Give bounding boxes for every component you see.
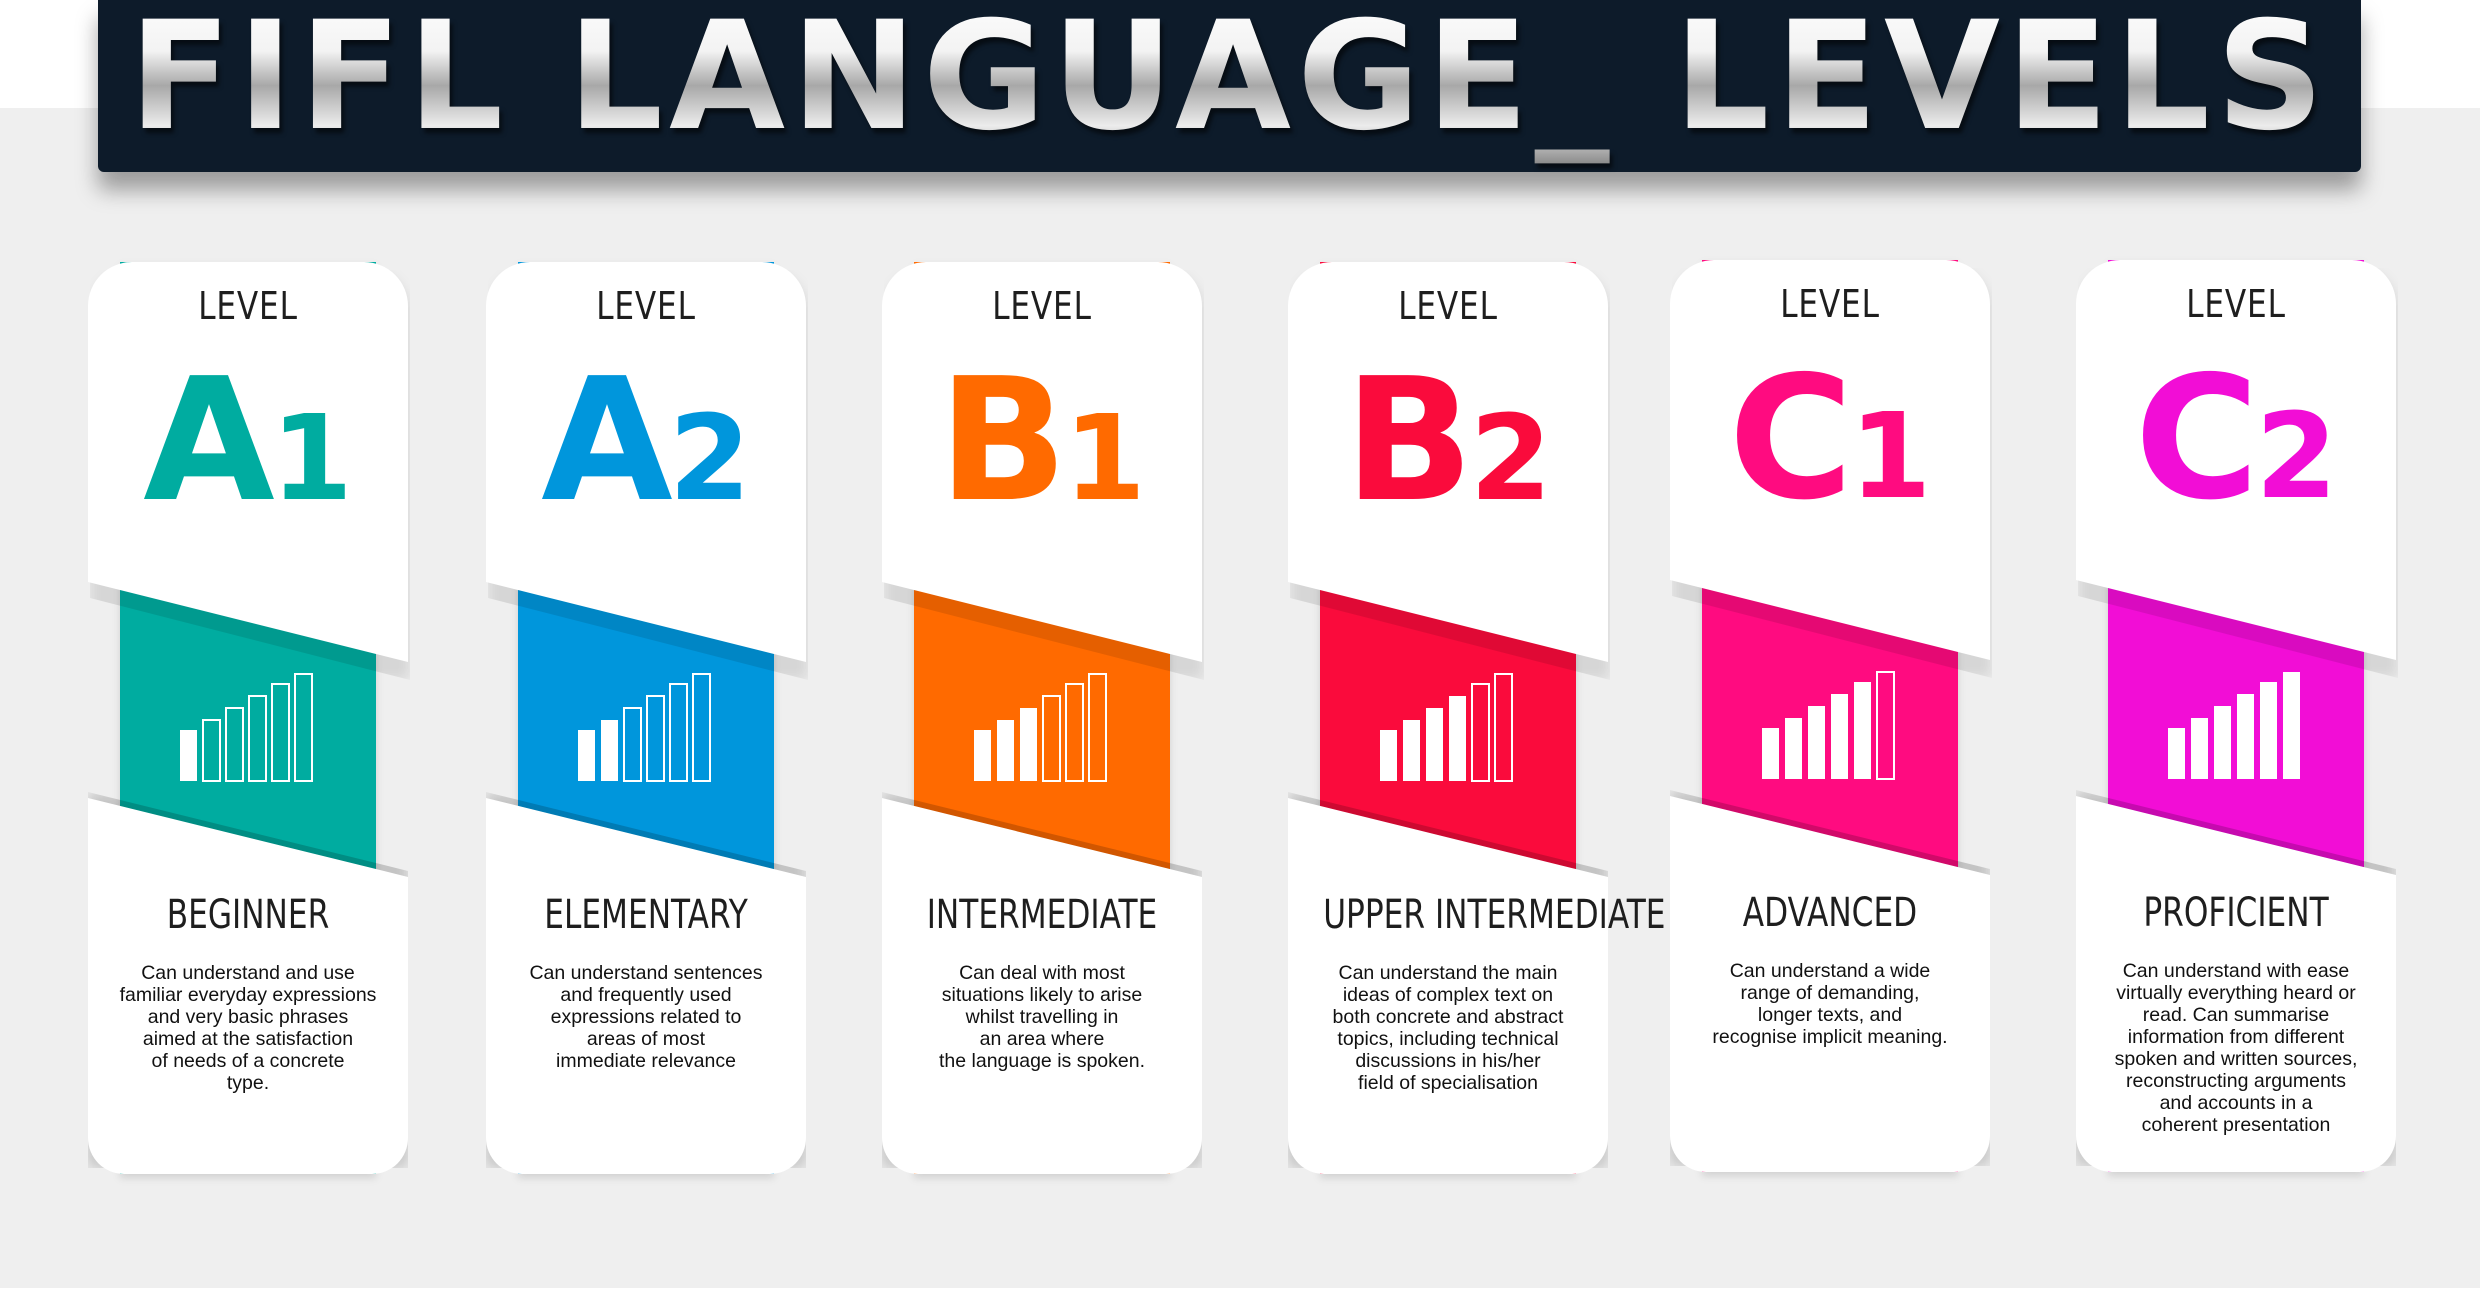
level-description: Can understand and use familiar everyday… (119, 962, 377, 1094)
bar-icon-bar (225, 707, 244, 782)
level-label: LEVEL (198, 284, 298, 328)
bar-icon-bar (2283, 672, 2300, 779)
bar-chart-icon (180, 673, 313, 782)
bar-icon-bar (1042, 695, 1061, 782)
bar-chart-icon (578, 673, 711, 782)
level-card-a1: LEVEL A1 BEGINNER Can understand and use… (88, 262, 410, 1174)
bar-icon-bar (1088, 673, 1107, 782)
bar-icon-bar (2191, 718, 2208, 779)
bar-icon-bar (2237, 694, 2254, 779)
level-label: LEVEL (2186, 282, 2286, 326)
bar-icon-bar (1065, 683, 1084, 782)
bar-icon-bar (271, 683, 290, 782)
bar-icon-bar (2168, 728, 2185, 779)
level-number: 1 (1849, 387, 1932, 525)
level-letter: C (2134, 340, 2260, 538)
bar-icon-bar (1831, 694, 1848, 779)
page-title: FIFL LANGUAGE_ LEVELS (129, 0, 2330, 164)
bar-chart-icon (1380, 673, 1513, 782)
card-top-panel (1288, 262, 1608, 662)
level-card-b2: LEVEL B2 UPPER INTERMEDIATE Can understa… (1288, 262, 1666, 1174)
bar-icon-bar (1380, 730, 1397, 781)
bar-icon-bar (1876, 671, 1895, 780)
level-letter: B (938, 342, 1068, 540)
bar-icon-bar (2260, 682, 2277, 779)
bar-icon-bar (623, 707, 642, 782)
bar-icon-bar (1762, 728, 1779, 779)
level-description: Can understand the main ideas of complex… (1332, 962, 1564, 1094)
bar-icon-bar (180, 730, 197, 781)
bar-chart-icon (974, 673, 1107, 782)
level-name: BEGINNER (166, 892, 330, 938)
bar-icon-bar (202, 719, 221, 782)
bar-chart-icon (2168, 672, 2300, 779)
bar-icon-bar (1785, 718, 1802, 779)
level-description: Can deal with most situations likely to … (939, 962, 1145, 1072)
card-top-panel (2076, 260, 2396, 660)
title-banner: FIFL LANGUAGE_ LEVELS (98, 0, 2361, 172)
bar-icon-bar (997, 720, 1014, 781)
level-name: ELEMENTARY (544, 892, 748, 938)
card-top-panel (88, 262, 408, 662)
level-number: 2 (668, 389, 751, 527)
level-description: Can understand sentences and frequently … (529, 962, 763, 1072)
bar-icon-bar (974, 730, 991, 781)
level-name: UPPER INTERMEDIATE (1323, 892, 1666, 938)
level-letter: A (143, 342, 275, 540)
level-description: Can understand with ease virtually every… (2114, 960, 2358, 1136)
level-card-c2: LEVEL C2 PROFICIENT Can understand with … (2076, 260, 2398, 1172)
level-name: INTERMEDIATE (926, 892, 1158, 938)
bar-icon-bar (669, 683, 688, 782)
bar-icon-bar (1494, 673, 1513, 782)
card-top-panel (882, 262, 1202, 662)
bar-icon-bar (692, 673, 711, 782)
level-description: Can understand a wide range of demanding… (1712, 960, 1948, 1048)
level-label: LEVEL (992, 284, 1092, 328)
level-label: LEVEL (1398, 284, 1498, 328)
level-code: C2 (2076, 340, 2396, 538)
level-number: 2 (1469, 389, 1552, 527)
level-label: LEVEL (596, 284, 696, 328)
level-name: ADVANCED (1742, 890, 1918, 936)
level-code: A1 (88, 342, 408, 540)
level-code: A2 (486, 342, 806, 540)
level-card-b1: LEVEL B1 INTERMEDIATE Can deal with most… (882, 262, 1204, 1174)
level-letter: C (1728, 340, 1854, 538)
bar-icon-bar (1020, 708, 1037, 781)
level-code: B2 (1288, 342, 1608, 540)
level-name: PROFICIENT (2143, 890, 2329, 936)
bar-icon-bar (1471, 683, 1490, 782)
level-number: 2 (2255, 387, 2338, 525)
bar-icon-bar (601, 720, 618, 781)
level-code: B1 (882, 342, 1202, 540)
bar-icon-bar (578, 730, 595, 781)
background-panel (0, 108, 2480, 1288)
bar-icon-bar (1449, 696, 1466, 781)
level-letter: A (541, 342, 673, 540)
level-card-c1: LEVEL C1 ADVANCED Can understand a wide … (1670, 260, 1992, 1172)
level-label: LEVEL (1780, 282, 1880, 326)
bar-icon-bar (1403, 720, 1420, 781)
bar-icon-bar (248, 695, 267, 782)
bar-icon-bar (1426, 708, 1443, 781)
bar-chart-icon (1762, 671, 1895, 780)
level-code: C1 (1670, 340, 1990, 538)
bar-icon-bar (646, 695, 665, 782)
bar-icon-bar (2214, 706, 2231, 779)
level-card-a2: LEVEL A2 ELEMENTARY Can understand sente… (486, 262, 808, 1174)
bar-icon-bar (294, 673, 313, 782)
bar-icon-bar (1808, 706, 1825, 779)
level-number: 1 (1063, 389, 1146, 527)
level-letter: B (1344, 342, 1474, 540)
card-top-panel (1670, 260, 1990, 660)
card-top-panel (486, 262, 806, 662)
level-number: 1 (270, 389, 353, 527)
bar-icon-bar (1854, 682, 1871, 779)
